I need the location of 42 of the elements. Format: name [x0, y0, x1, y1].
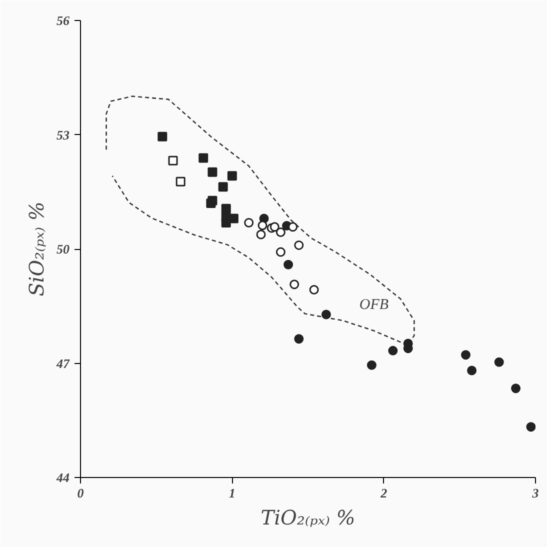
y-tick-label: 44: [56, 470, 70, 485]
point: [276, 228, 286, 237]
point: [276, 247, 286, 257]
point: [218, 182, 228, 192]
point: [284, 260, 294, 270]
point: [366, 360, 376, 370]
x-tick-label: 0: [77, 486, 84, 500]
point: [290, 280, 300, 290]
x-tick-label: 3: [531, 486, 540, 500]
x-tick-label: 1: [228, 486, 236, 500]
point: [294, 240, 304, 250]
x-axis-title: TiO₂₍ₚₓ₎ %: [260, 506, 356, 530]
x-tick-label: 2: [380, 486, 388, 500]
point: [526, 422, 536, 432]
point: [198, 153, 208, 163]
point: [227, 171, 237, 181]
point: [511, 384, 521, 394]
point: [176, 176, 186, 186]
point: [460, 350, 470, 360]
point: [288, 222, 298, 232]
point: [258, 220, 268, 230]
point: [467, 366, 477, 376]
y-tick-label: 53: [56, 127, 70, 142]
annotation: OFB: [359, 296, 389, 313]
point: [158, 132, 168, 142]
point: [208, 167, 218, 177]
point: [221, 218, 231, 228]
point: [168, 156, 178, 166]
point: [221, 204, 231, 214]
point: [388, 346, 398, 356]
point: [294, 334, 304, 344]
y-tick-label: 56: [56, 13, 70, 28]
y-tick-label: 50: [56, 242, 70, 256]
point: [244, 218, 254, 228]
y-tick-label: 47: [56, 356, 70, 371]
point: [321, 310, 331, 320]
point: [494, 357, 504, 367]
point: [206, 198, 216, 208]
y-axis-title: SiO₂₍ₚₓ₎ %: [24, 202, 48, 296]
point: [309, 285, 319, 294]
point: [270, 222, 280, 232]
point: [256, 230, 266, 240]
